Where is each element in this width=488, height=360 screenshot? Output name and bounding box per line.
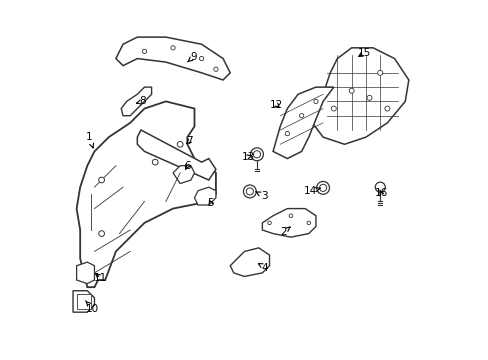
Text: 10: 10 <box>85 301 99 314</box>
Text: 11: 11 <box>94 273 107 283</box>
Text: 1: 1 <box>85 132 93 148</box>
Polygon shape <box>121 87 151 116</box>
Text: 7: 7 <box>185 136 192 147</box>
Circle shape <box>285 131 289 136</box>
Polygon shape <box>262 208 315 237</box>
Polygon shape <box>73 291 94 312</box>
Text: 2: 2 <box>280 227 289 237</box>
Text: 13: 13 <box>241 152 254 162</box>
Circle shape <box>243 185 256 198</box>
Circle shape <box>177 141 183 147</box>
Circle shape <box>199 57 203 61</box>
Circle shape <box>253 151 260 158</box>
Circle shape <box>374 182 385 192</box>
Circle shape <box>99 231 104 237</box>
Polygon shape <box>137 130 216 180</box>
Text: 8: 8 <box>136 96 146 107</box>
Circle shape <box>316 181 329 194</box>
Circle shape <box>213 67 218 71</box>
Polygon shape <box>312 48 408 144</box>
Circle shape <box>171 46 175 50</box>
Circle shape <box>313 99 317 104</box>
Polygon shape <box>77 262 94 284</box>
Circle shape <box>288 214 292 217</box>
Text: 9: 9 <box>187 52 197 62</box>
Circle shape <box>99 177 104 183</box>
Text: 6: 6 <box>183 161 190 171</box>
Polygon shape <box>116 37 230 80</box>
Text: 16: 16 <box>374 188 387 198</box>
Circle shape <box>348 88 353 93</box>
Circle shape <box>331 106 336 111</box>
Circle shape <box>319 184 326 192</box>
Polygon shape <box>194 187 216 205</box>
Polygon shape <box>272 87 333 158</box>
Circle shape <box>152 159 158 165</box>
Text: 14: 14 <box>304 186 320 197</box>
Circle shape <box>306 221 310 225</box>
Polygon shape <box>77 102 216 287</box>
Text: 4: 4 <box>258 262 268 273</box>
Circle shape <box>377 70 382 75</box>
Text: 15: 15 <box>357 48 370 58</box>
Circle shape <box>246 188 253 195</box>
Circle shape <box>366 95 371 100</box>
Circle shape <box>250 148 263 161</box>
FancyBboxPatch shape <box>77 294 91 309</box>
Circle shape <box>384 106 389 111</box>
Circle shape <box>299 113 303 118</box>
Circle shape <box>267 221 271 225</box>
Circle shape <box>142 49 146 54</box>
Text: 5: 5 <box>207 198 213 208</box>
Text: 12: 12 <box>269 100 283 110</box>
Polygon shape <box>230 248 269 276</box>
Polygon shape <box>173 166 194 184</box>
Text: 3: 3 <box>255 191 267 201</box>
